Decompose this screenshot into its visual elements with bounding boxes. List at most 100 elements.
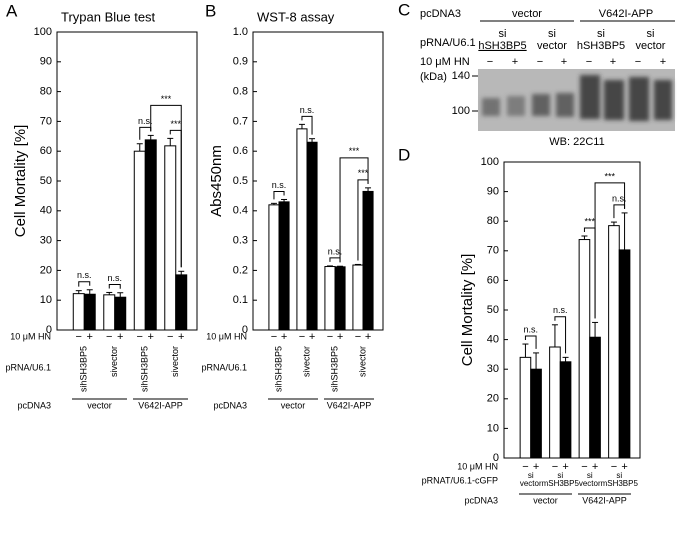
significance-bracket [339,157,369,263]
y-tick-label: 40 [487,334,499,346]
hn-sign: + [365,331,371,343]
significance-label: *** [170,119,181,129]
significance-label: n.s. [77,270,92,280]
hn-sign: − [552,461,558,473]
y-tick-label: 0.9 [233,56,248,68]
y-tick-label: 70 [40,115,52,127]
hn-sign: + [512,56,518,68]
construct: vector [512,8,542,20]
panel-letter: B [205,1,216,20]
group-label: V642I-APP [582,495,627,505]
group-label: V642I-APP [138,400,183,410]
category-label: sihSH3BP5 [273,346,283,392]
significance-label: n.s. [328,246,343,256]
bar [83,293,96,331]
y-tick-label: 70 [487,245,499,257]
construct-label: pcDNA3 [420,8,461,20]
significance-label: n.s. [523,324,538,334]
y-tick-label: 0.2 [233,264,248,276]
y-tick-label: 0.8 [233,86,248,98]
hn-sign: + [561,56,567,68]
y-tick-label: 0 [242,324,248,336]
group-label: V642I-APP [327,400,372,410]
hn-sign: − [299,331,305,343]
rna-lane-label: si [647,28,655,40]
bar [268,204,280,331]
significance-label: n.s. [612,193,627,203]
category-label: mSH3BP5 [601,479,639,488]
category-label: mSH3BP5 [542,479,580,488]
y-tick-label: 100 [481,156,499,168]
y-tick-label: 0.3 [233,235,248,247]
significance-bracket [273,190,285,200]
category-label: sihSH3BP5 [140,346,150,392]
y-tick-label: 80 [487,215,499,227]
hn-sign: − [137,331,143,343]
category-label: sivector [170,346,180,377]
bar [589,336,601,459]
bar [278,201,290,331]
bar [133,150,146,331]
significance-label: n.s. [272,180,287,190]
hn-sign: − [586,56,592,68]
hn-sign: + [337,331,343,343]
category-label: sivector [357,346,367,377]
significance-bracket [78,281,91,287]
hn-sign: + [621,461,627,473]
hn-sign: − [611,461,617,473]
y-tick-label: 0.1 [233,294,248,306]
y-tick-label: 100 [34,26,52,38]
y-tick-label: 20 [487,393,499,405]
rna-lane-label: vector [636,40,666,52]
bar [334,266,346,331]
significance-label: *** [358,168,369,178]
hn-sign: − [355,331,361,343]
significance-label: n.s. [553,305,568,315]
bar [608,225,620,459]
y-tick-label: 90 [487,186,499,198]
y-tick-label: 0 [493,452,499,464]
significance-bracket [301,115,313,135]
category-label: sivector [301,346,311,377]
y-tick-label: 0.5 [233,175,248,187]
hn-label: 10 μM HN [206,331,247,341]
hn-sign: + [533,461,539,473]
hn-sign: + [117,331,123,343]
hn-sign: − [106,331,112,343]
significance-bracket [524,335,537,349]
y-tick-label: 30 [487,363,499,375]
hn-sign: − [537,56,543,68]
rna-label: pRNAT/U6.1-cGFP [422,475,498,485]
bar [306,141,318,331]
category-label: sihSH3BP5 [329,346,339,392]
panel-letter: A [6,1,18,20]
dna-label: pcDNA3 [464,495,498,505]
kda-label: (kDa) [420,71,447,83]
y-tick-label: 30 [40,235,52,247]
significance-bracket [150,104,182,268]
hn-sign: + [562,461,568,473]
y-tick-label: 10 [40,294,52,306]
y-tick-label: 50 [40,175,52,187]
y-tick-label: 80 [40,86,52,98]
bar [519,356,532,459]
hn-sign: + [610,56,616,68]
panel-letter: D [398,145,410,164]
y-axis-label: Cell Mortality [%] [459,254,476,367]
hn-sign: + [148,331,154,343]
y-tick-label: 90 [40,56,52,68]
group-label: vector [533,495,558,505]
y-tick-label: 50 [487,304,499,316]
hn-sign: − [522,461,528,473]
significance-bracket [613,204,626,219]
bar [578,239,591,459]
bar [103,294,116,331]
significance-bracket [594,182,626,319]
hn-sign: − [487,56,493,68]
hn-sign: + [309,331,315,343]
hn-sign: + [592,461,598,473]
hn-sign: + [281,331,287,343]
bar [324,266,336,331]
bar [72,293,85,331]
group-label: vector [281,400,306,410]
